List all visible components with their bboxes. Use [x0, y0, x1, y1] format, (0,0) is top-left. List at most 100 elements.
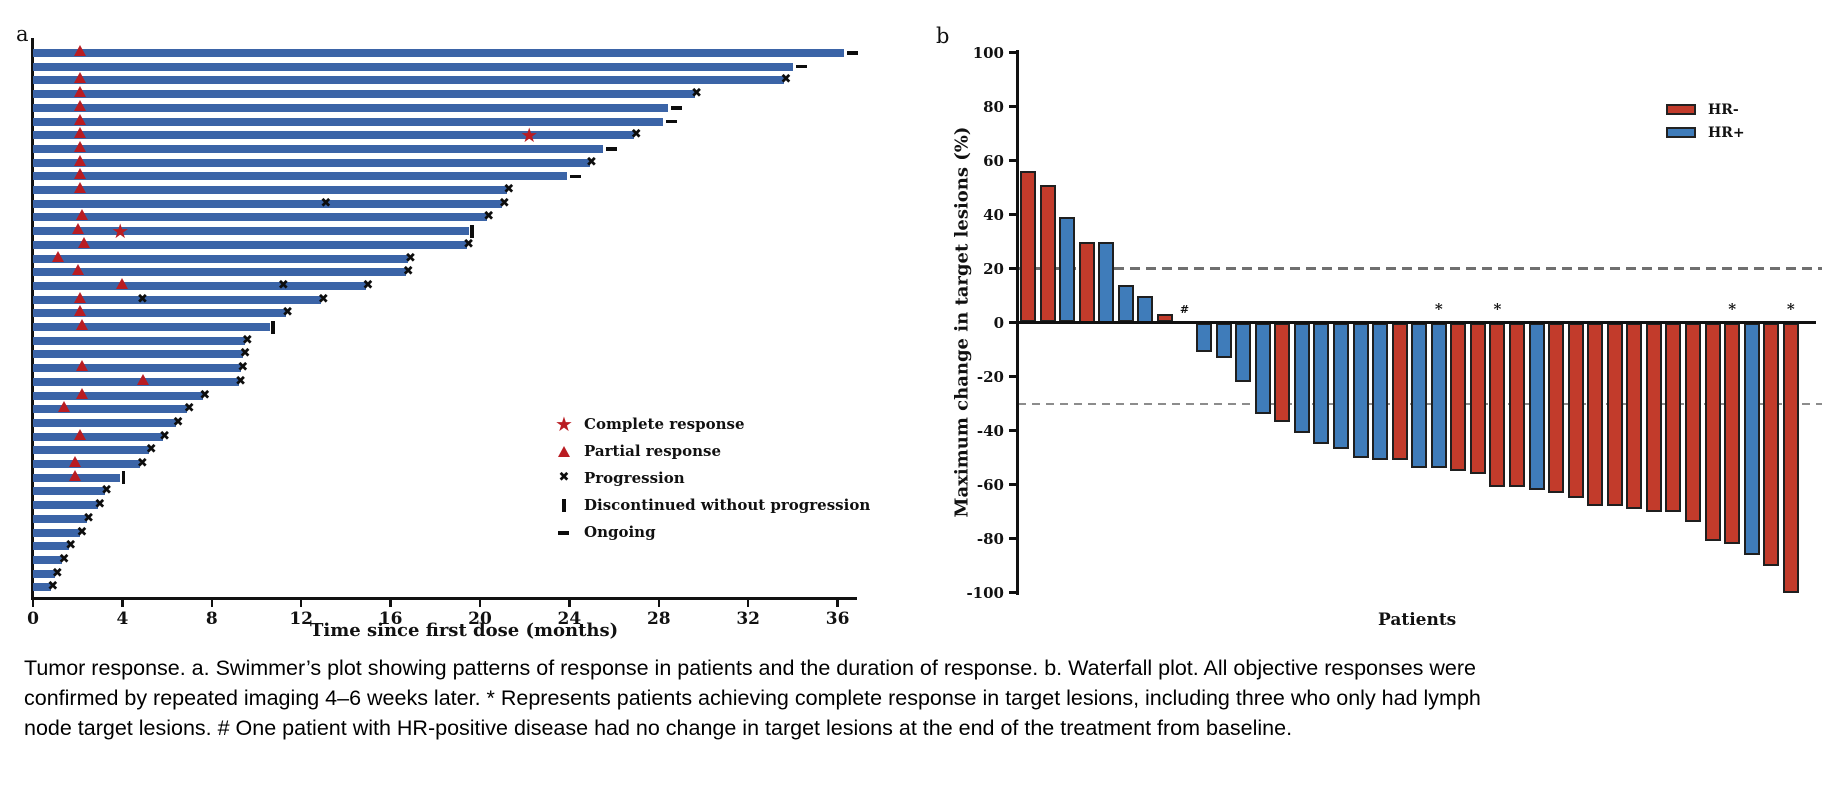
swimmer-bar — [33, 240, 467, 249]
waterfall-y-tick-label: -80 — [976, 529, 1004, 548]
partial-response-marker — [73, 291, 86, 303]
swimmer-x-tick-label: 28 — [646, 609, 671, 629]
swimmer-bar — [33, 487, 105, 496]
waterfall-bar-hr-neg — [1665, 322, 1682, 512]
progression-marker: ✖ — [101, 483, 112, 499]
waterfall-bar-hr-neg — [1020, 171, 1036, 323]
progression-marker: ✖ — [94, 497, 106, 513]
waterfall-bar-hr-pos — [1117, 284, 1134, 323]
progression-marker: ✖ — [159, 428, 171, 444]
waterfall-y-tick-label: 20 — [983, 259, 1004, 278]
partial-response-marker — [73, 168, 86, 180]
hr-negative-legend-swatch — [1666, 104, 1696, 115]
waterfall-bar-hr-neg — [1039, 184, 1056, 323]
waterfall-bar-hr-neg — [1645, 322, 1662, 512]
waterfall-zero-line — [1016, 321, 1816, 324]
waterfall-bar-hr-neg — [1724, 322, 1741, 544]
swimmer-bar — [33, 186, 507, 194]
ongoing-legend-icon — [558, 531, 569, 535]
waterfall-y-tick — [1009, 537, 1016, 540]
waterfall-y-tick — [1009, 213, 1016, 216]
swimmer-x-tick-label: 8 — [205, 609, 218, 629]
waterfall-bar-hr-neg — [1274, 322, 1291, 423]
progression-marker: ✖ — [83, 510, 95, 526]
progression-marker: ✖ — [630, 127, 642, 143]
waterfall-bar-hr-neg — [1587, 322, 1604, 507]
caption-line-1: Tumor response. a. Swimmer’s plot showin… — [24, 656, 1477, 680]
partial-response-marker — [73, 113, 86, 125]
progression-marker: ✖ — [691, 86, 702, 102]
swimmer-x-tick — [389, 599, 392, 607]
progression-marker: ✖ — [58, 551, 70, 567]
partial-response-marker — [73, 140, 86, 152]
partial-response-marker — [73, 72, 86, 84]
partial-response-marker — [51, 250, 64, 262]
swimmer-bar — [33, 377, 239, 386]
waterfall-bar-hr-pos — [1332, 322, 1349, 450]
waterfall-bar-hr-pos — [1743, 322, 1760, 555]
waterfall-bar-hr-neg — [1704, 322, 1721, 542]
swimmer-legend-label: Complete response — [584, 415, 745, 433]
swimmer-bar — [33, 569, 56, 578]
partial-response-marker — [76, 209, 89, 221]
waterfall-y-tick — [1009, 105, 1016, 108]
partial-response-marker — [76, 360, 89, 372]
discontinued-marker — [121, 471, 126, 485]
progression-marker: ✖ — [586, 154, 597, 170]
panel-a-letter: a — [16, 22, 29, 46]
caption-line-3: node target lesions. # One patient with … — [24, 716, 1293, 740]
swimmer-legend-label: Ongoing — [584, 523, 656, 541]
progression-marker: ✖ — [463, 236, 475, 252]
complete-response-marker: ★ — [520, 123, 539, 148]
waterfall-bar-hr-pos — [1059, 217, 1076, 323]
partial-response-marker — [76, 387, 89, 399]
swimmer-bar — [33, 103, 668, 112]
progression-marker: ✖ — [199, 387, 211, 403]
swimmer-x-tick-label: 16 — [378, 609, 403, 629]
swimmer-bar — [33, 90, 695, 99]
partial-response-marker — [73, 154, 86, 166]
discontinued-legend-icon — [562, 499, 566, 512]
progression-marker: ✖ — [483, 209, 495, 225]
swimmer-bar — [33, 49, 845, 57]
swimmer-x-tick — [210, 599, 214, 607]
waterfall-y-tick-label: 100 — [972, 43, 1004, 62]
progression-marker: ✖ — [241, 332, 253, 348]
no-change-flag: # — [1179, 303, 1190, 316]
waterfall-bar-hr-pos — [1098, 241, 1115, 323]
caption-line-2: confirmed by repeated imaging 4–6 weeks … — [24, 686, 1481, 710]
waterfall-bar-hr-pos — [1528, 322, 1545, 490]
waterfall-y-tick-label: 40 — [983, 205, 1004, 224]
progression-marker: ✖ — [237, 360, 249, 376]
swimmer-bar — [33, 432, 163, 441]
swimmer-bar — [33, 501, 98, 510]
waterfall-bar-hr-neg — [1626, 322, 1643, 509]
complete-response-marker: ★ — [111, 219, 130, 244]
swimmer-legend-label: Progression — [584, 469, 685, 487]
waterfall-bar-hr-neg — [1685, 322, 1702, 523]
waterfall-bar-hr-neg — [1782, 322, 1799, 593]
swimmer-bar — [33, 350, 244, 359]
waterfall-y-tick-label: 80 — [983, 97, 1004, 116]
panel-b-letter: b — [936, 24, 950, 48]
progression-legend-icon: ✖ — [558, 470, 570, 485]
swimmer-bar — [33, 199, 503, 208]
waterfall-y-tick-label: -20 — [976, 367, 1004, 386]
swimmer-bar — [33, 323, 270, 331]
waterfall-y-axis-title: Maximum change in target lesions (%) — [951, 126, 973, 518]
swimmer-bar — [33, 583, 51, 592]
swimmer-bar — [33, 446, 150, 455]
swimmer-bar — [33, 336, 246, 345]
waterfall-bar-hr-pos — [1196, 322, 1213, 353]
waterfall-bar-hr-neg — [1763, 322, 1780, 566]
partial-response-marker — [73, 86, 86, 98]
swimmer-bar — [33, 213, 487, 222]
complete-response-flag: * — [1434, 300, 1443, 318]
swimmer-bar — [33, 418, 177, 427]
swimmer-x-tick — [746, 599, 750, 607]
swimmer-bar — [33, 144, 603, 153]
waterfall-y-tick-label: 0 — [993, 313, 1004, 332]
progression-marker: ✖ — [183, 401, 195, 417]
partial-response-marker — [76, 319, 89, 330]
